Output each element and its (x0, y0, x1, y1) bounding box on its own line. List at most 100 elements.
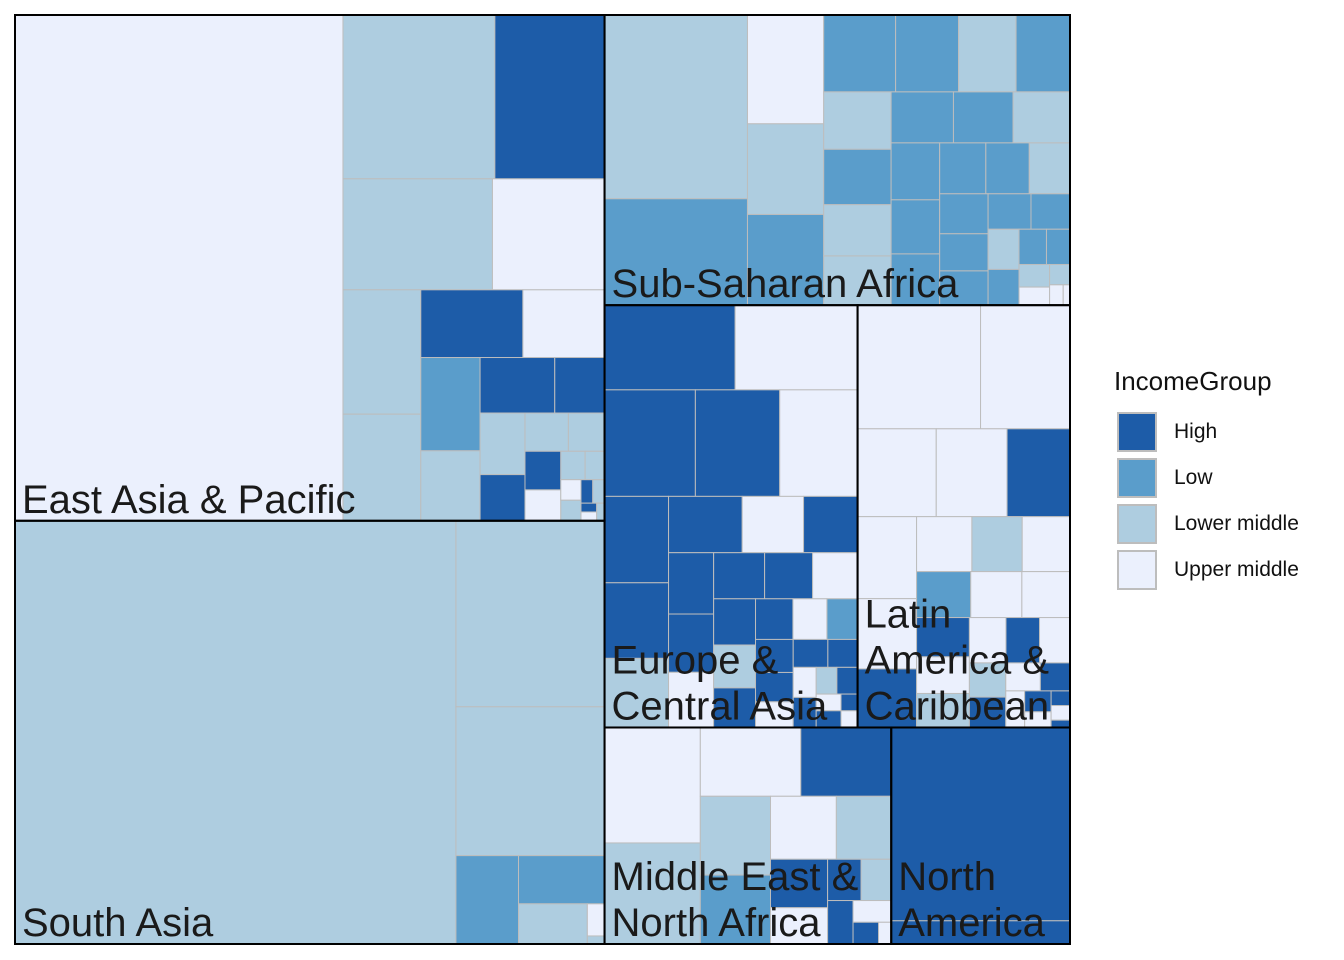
tile-east-asia-pacific-high (494, 14, 606, 180)
tile-latin-america-caribbean-high (1006, 428, 1071, 518)
tile-latin-america-caribbean-high (1005, 617, 1041, 664)
tile-middle-east-north-africa-upper-middle (699, 726, 802, 797)
tile-sub-saharan-africa-upper-middle (1049, 284, 1064, 306)
tile-east-asia-pacific-high (420, 289, 524, 359)
tile-sub-saharan-africa-low (939, 233, 989, 272)
tile-south-asia-upper-middle (586, 903, 606, 937)
tile-middle-east-north-africa-lower-middle (604, 842, 701, 945)
tile-sub-saharan-africa-low (952, 91, 1014, 144)
tile-europe-central-asia-low (826, 598, 859, 640)
tile-middle-east-north-africa-high (827, 858, 862, 902)
tile-europe-central-asia-high (713, 552, 766, 600)
tile-south-asia-lower-middle (518, 903, 588, 945)
tile-sub-saharan-africa-lower-middle (1028, 142, 1071, 195)
tile-sub-saharan-africa-low (890, 142, 941, 201)
tile-europe-central-asia-lower-middle (713, 644, 757, 689)
tile-latin-america-caribbean-high (1050, 690, 1071, 707)
tile-sub-saharan-africa-low (746, 213, 825, 306)
tile-europe-central-asia-high (803, 495, 859, 554)
tile-middle-east-north-africa-high (852, 921, 880, 945)
tile-sub-saharan-africa-low (823, 14, 897, 93)
tile-latin-america-caribbean-upper-middle (857, 428, 937, 518)
tile-east-asia-pacific-lower-middle (584, 450, 606, 481)
legend-item-upper-middle: Upper middle (1114, 547, 1299, 593)
tile-sub-saharan-africa-lower-middle (1018, 263, 1051, 288)
tile-sub-saharan-africa-lower-middle (604, 14, 748, 200)
tile-middle-east-north-africa-upper-middle (604, 726, 701, 844)
tile-europe-central-asia-upper-middle (734, 304, 859, 391)
group-label-sub-saharan-africa: Sub-Saharan Africa (612, 262, 960, 306)
tile-sub-saharan-africa-low (1015, 14, 1071, 93)
tile-sub-saharan-africa-upper-middle (1062, 284, 1071, 306)
tile-latin-america-caribbean-lower-middle (971, 516, 1023, 573)
tile-middle-east-north-africa-lower-middle (835, 795, 892, 860)
legend-swatch (1117, 412, 1157, 452)
tile-europe-central-asia-high (792, 638, 829, 668)
legend-swatch (1117, 550, 1157, 590)
group-label-south-asia: South Asia (22, 901, 214, 945)
tile-sub-saharan-africa-lower-middle (958, 14, 1017, 93)
tile-europe-central-asia-high (764, 552, 814, 600)
tile-europe-central-asia-upper-middle (755, 701, 794, 728)
tile-europe-central-asia-high (827, 638, 859, 668)
tile-sub-saharan-africa-low (939, 193, 989, 235)
tile-latin-america-caribbean-high (916, 617, 970, 658)
tile-sub-saharan-africa-lower-middle (987, 228, 1020, 270)
tile-south-asia-low (518, 855, 606, 905)
tile-sub-saharan-africa-lower-middle (823, 91, 892, 150)
tile-europe-central-asia-high (836, 666, 859, 695)
tile-sub-saharan-africa-low (890, 199, 941, 255)
tile-east-asia-pacific-lower-middle (524, 412, 569, 452)
tile-sub-saharan-africa-low (939, 142, 987, 195)
tile-europe-central-asia-high (755, 638, 794, 673)
legend-label: Lower middle (1174, 512, 1299, 535)
tile-east-asia-pacific-upper-middle (580, 511, 598, 522)
group-label-europe-central-asia: Europe & Central Asia (612, 638, 828, 728)
tile-europe-central-asia-high (713, 687, 757, 728)
tile-south-asia-lower-middle (14, 520, 457, 945)
group-label-east-asia-pacific: East Asia & Pacific (22, 478, 355, 522)
tile-sub-saharan-africa-low (823, 148, 892, 206)
legend-swatch (1117, 504, 1157, 544)
tile-latin-america-caribbean-upper-middle (1021, 571, 1071, 619)
tile-east-asia-pacific-upper-middle (491, 178, 606, 291)
tile-east-asia-pacific-high (479, 474, 526, 522)
tile-east-asia-pacific-lower-middle (560, 499, 582, 522)
tile-middle-east-north-africa-upper-middle (852, 900, 892, 923)
tile-middle-east-north-africa-upper-middle (770, 907, 829, 945)
tile-europe-central-asia-upper-middle (668, 671, 715, 728)
tile-europe-central-asia-high (604, 495, 670, 584)
tile-sub-saharan-africa-low (1030, 193, 1071, 230)
tile-europe-central-asia-high (668, 552, 715, 615)
tile-south-asia-lower-middle (455, 706, 606, 857)
tile-europe-central-asia-upper-middle (840, 710, 859, 728)
tile-east-asia-pacific-lower-middle (596, 502, 606, 522)
group-label-latin-america-caribbean: Latin America & Caribbean (865, 592, 1050, 728)
tile-latin-america-caribbean-upper-middle (916, 516, 973, 573)
tile-europe-central-asia-high (604, 304, 736, 391)
tile-latin-america-caribbean-upper-middle (1021, 516, 1071, 573)
tile-east-asia-pacific-lower-middle (342, 178, 493, 291)
tile-east-asia-pacific-upper-middle (14, 14, 344, 522)
tile-east-asia-pacific-high (580, 479, 594, 504)
legend-item-low: Low (1114, 455, 1299, 501)
tile-latin-america-caribbean-upper-middle (857, 516, 918, 600)
tile-latin-america-caribbean-lower-middle (968, 662, 1007, 698)
tile-latin-america-caribbean-upper-middle (857, 304, 982, 430)
tile-east-asia-pacific-high (524, 450, 562, 491)
tile-sub-saharan-africa-lower-middle (823, 204, 892, 257)
legend-swatch (1117, 458, 1157, 498)
tile-sub-saharan-africa-upper-middle (1018, 286, 1051, 306)
tile-east-asia-pacific-upper-middle (522, 289, 606, 359)
legend-title: IncomeGroup (1114, 366, 1272, 396)
tile-sub-saharan-africa-lower-middle (1049, 263, 1071, 286)
group-label-middle-east-north-africa: Middle East & North Africa (612, 855, 859, 945)
tile-latin-america-caribbean-upper-middle (1039, 617, 1071, 664)
tile-sub-saharan-africa-upper-middle (746, 14, 825, 125)
tile-latin-america-caribbean-high (1050, 719, 1071, 728)
tile-east-asia-pacific-high (580, 502, 598, 513)
tile-europe-central-asia-upper-middle (792, 598, 828, 640)
tile-east-asia-pacific-lower-middle (342, 14, 496, 180)
tile-middle-east-north-africa-lower-middle (860, 858, 892, 902)
legend: IncomeGroup High Low Lower middle Upper mid… (1114, 366, 1299, 593)
